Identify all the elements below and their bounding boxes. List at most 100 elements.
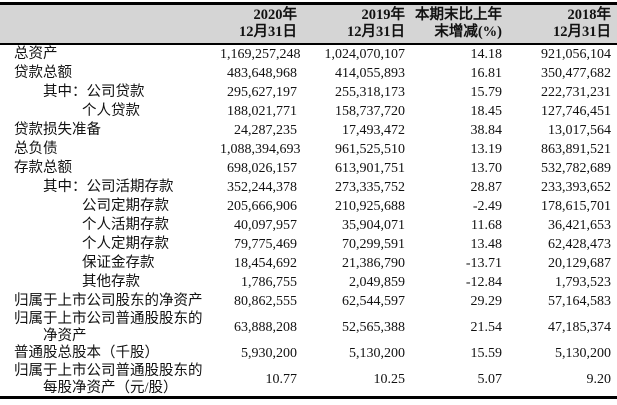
cell-2019-value: 70,299,591 <box>342 237 405 252</box>
row-label: 归属于上市公司股东的净资产 <box>14 293 203 310</box>
table-row: 归属于上市公司普通股股东的 每股净资产（元/股） 10.77 10.25 5.0… <box>0 363 617 398</box>
cell-2018-value: 532,782,689 <box>541 161 611 176</box>
table-body: 总资产 1,169,257,248 1,024,070,107 14.18 92… <box>0 44 617 398</box>
table-row: 贷款总额 483,648,968 414,055,893 16.81 350,4… <box>0 64 617 83</box>
cell-2019-value: 255,318,173 <box>335 85 405 100</box>
cell-2018-value: 57,164,583 <box>548 294 611 309</box>
table-row: 其中：公司贷款 295,627,197 255,318,173 15.79 22… <box>0 83 617 102</box>
cell-change-value: 13.19 <box>470 142 503 157</box>
table-row: 总资产 1,169,257,248 1,024,070,107 14.18 92… <box>0 44 617 64</box>
row-label: 个人活期存款 <box>82 217 169 234</box>
header-2020-12-31: 2020年 12月31日 <box>220 3 298 45</box>
cell-2019-value: 10.25 <box>373 372 406 387</box>
table-row: 个人活期存款 40,097,957 35,904,071 11.68 36,42… <box>0 216 617 235</box>
cell-2020-value: 188,021,771 <box>227 104 297 119</box>
cell-change-value: 29.29 <box>470 294 503 309</box>
table-row: 总负债 1,088,394,693 961,525,510 13.19 863,… <box>0 140 617 159</box>
cell-2018-value: 1,793,523 <box>555 275 611 290</box>
row-label: 存款总额 <box>14 160 72 177</box>
cell-2019-value: 613,901,751 <box>335 161 405 176</box>
row-label: 普通股总股本（千股） <box>14 345 159 362</box>
cell-change-value: 28.87 <box>470 180 503 195</box>
cell-2020-value: 63,888,208 <box>234 320 297 335</box>
row-label: 保证金存款 <box>82 255 155 272</box>
cell-2020-value: 1,088,394,693 <box>220 142 301 157</box>
cell-2018-value: 350,477,682 <box>541 66 611 81</box>
cell-change-value: 15.79 <box>470 85 503 100</box>
cell-2020-value: 698,026,157 <box>227 161 297 176</box>
cell-2018-value: 47,185,374 <box>548 320 611 335</box>
cell-2018-value: 13,017,564 <box>548 123 611 138</box>
row-label: 归属于上市公司普通股股东的 净资产 <box>14 311 203 344</box>
row-label: 归属于上市公司普通股股东的 每股净资产（元/股） <box>14 363 203 396</box>
row-label: 总负债 <box>14 141 58 158</box>
cell-2020-value: 10.77 <box>265 372 298 387</box>
cell-2020-value: 1,786,755 <box>241 275 297 290</box>
cell-change-value: 5.07 <box>477 372 503 387</box>
cell-2018-value: 222,731,231 <box>541 85 611 100</box>
table-row: 贷款损失准备 24,287,235 17,493,472 38.84 13,01… <box>0 121 617 140</box>
cell-2018-value: 36,421,653 <box>548 218 611 233</box>
table-row: 存款总额 698,026,157 613,901,751 13.70 532,7… <box>0 159 617 178</box>
row-label: 个人定期存款 <box>82 236 169 253</box>
cell-2018-value: 9.20 <box>586 372 612 387</box>
cell-change-value: 13.70 <box>470 161 503 176</box>
cell-2019-value: 2,049,859 <box>349 275 405 290</box>
cell-change-value: 38.84 <box>470 123 503 138</box>
cell-2019-value: 52,565,388 <box>342 320 405 335</box>
cell-change-value: 15.59 <box>470 346 503 361</box>
table-row: 个人贷款 188,021,771 158,737,720 18.45 127,7… <box>0 102 617 121</box>
header-item-column <box>0 3 220 45</box>
cell-change-value: 18.45 <box>470 104 503 119</box>
cell-2020-value: 24,287,235 <box>234 123 297 138</box>
cell-2019-value: 5,130,200 <box>349 346 405 361</box>
cell-2018-value: 233,393,652 <box>541 180 611 195</box>
cell-2020-value: 205,666,906 <box>227 199 297 214</box>
cell-change-value: 11.68 <box>471 218 502 233</box>
cell-2020-value: 483,648,968 <box>227 66 297 81</box>
table-row: 公司定期存款 205,666,906 210,925,688 -2.49 178… <box>0 197 617 216</box>
cell-2019-value: 158,737,720 <box>335 104 405 119</box>
cell-2018-value: 20,129,687 <box>548 256 611 271</box>
cell-2019-value: 21,386,790 <box>342 256 405 271</box>
cell-change-value: 13.48 <box>470 237 503 252</box>
cell-2019-value: 62,544,597 <box>342 294 405 309</box>
cell-2019-value: 35,904,071 <box>342 218 405 233</box>
header-yoy-change-pct: 本期末比上年 末增减(%) <box>406 3 503 45</box>
row-label: 其中：公司贷款 <box>43 84 145 101</box>
cell-2020-value: 1,169,257,248 <box>220 47 301 62</box>
row-label: 其中：公司活期存款 <box>43 179 174 196</box>
table-row: 归属于上市公司普通股股东的 净资产 63,888,208 52,565,388 … <box>0 311 617 344</box>
table-header: 2020年 12月31日 2019年 12月31日 本期末比上年 末增减(%) … <box>0 3 617 45</box>
cell-2018-value: 5,130,200 <box>555 346 611 361</box>
table-row: 其他存款 1,786,755 2,049,859 -12.84 1,793,52… <box>0 273 617 292</box>
cell-2019-value: 210,925,688 <box>335 199 405 214</box>
cell-change-value: -2.49 <box>472 199 502 214</box>
cell-2020-value: 40,097,957 <box>234 218 297 233</box>
cell-2020-value: 18,454,692 <box>234 256 297 271</box>
cell-2020-value: 79,775,469 <box>234 237 297 252</box>
cell-change-value: -12.84 <box>465 275 502 290</box>
cell-2020-value: 5,930,200 <box>241 346 297 361</box>
cell-change-value: 21.54 <box>470 320 503 335</box>
cell-2019-value: 961,525,510 <box>335 142 405 157</box>
cell-2020-value: 295,627,197 <box>227 85 297 100</box>
cell-2019-value: 273,335,752 <box>335 180 405 195</box>
table-row: 保证金存款 18,454,692 21,386,790 -13.71 20,12… <box>0 254 617 273</box>
row-label: 个人贷款 <box>82 103 140 120</box>
table-row: 普通股总股本（千股） 5,930,200 5,130,200 15.59 5,1… <box>0 344 617 363</box>
row-label: 贷款总额 <box>14 65 72 82</box>
cell-change-value: 14.18 <box>470 47 503 62</box>
cell-2019-value: 414,055,893 <box>335 66 405 81</box>
cell-2018-value: 863,891,521 <box>541 142 611 157</box>
cell-2018-value: 127,746,451 <box>541 104 611 119</box>
row-label: 总资产 <box>14 46 58 63</box>
row-label: 贷款损失准备 <box>14 122 101 139</box>
cell-2020-value: 352,244,378 <box>227 180 297 195</box>
table-row: 归属于上市公司股东的净资产 80,862,555 62,544,597 29.2… <box>0 292 617 311</box>
header-2019-12-31: 2019年 12月31日 <box>298 3 406 45</box>
cell-2019-value: 17,493,472 <box>342 123 405 138</box>
header-2018-12-31: 2018年 12月31日 <box>503 3 617 45</box>
